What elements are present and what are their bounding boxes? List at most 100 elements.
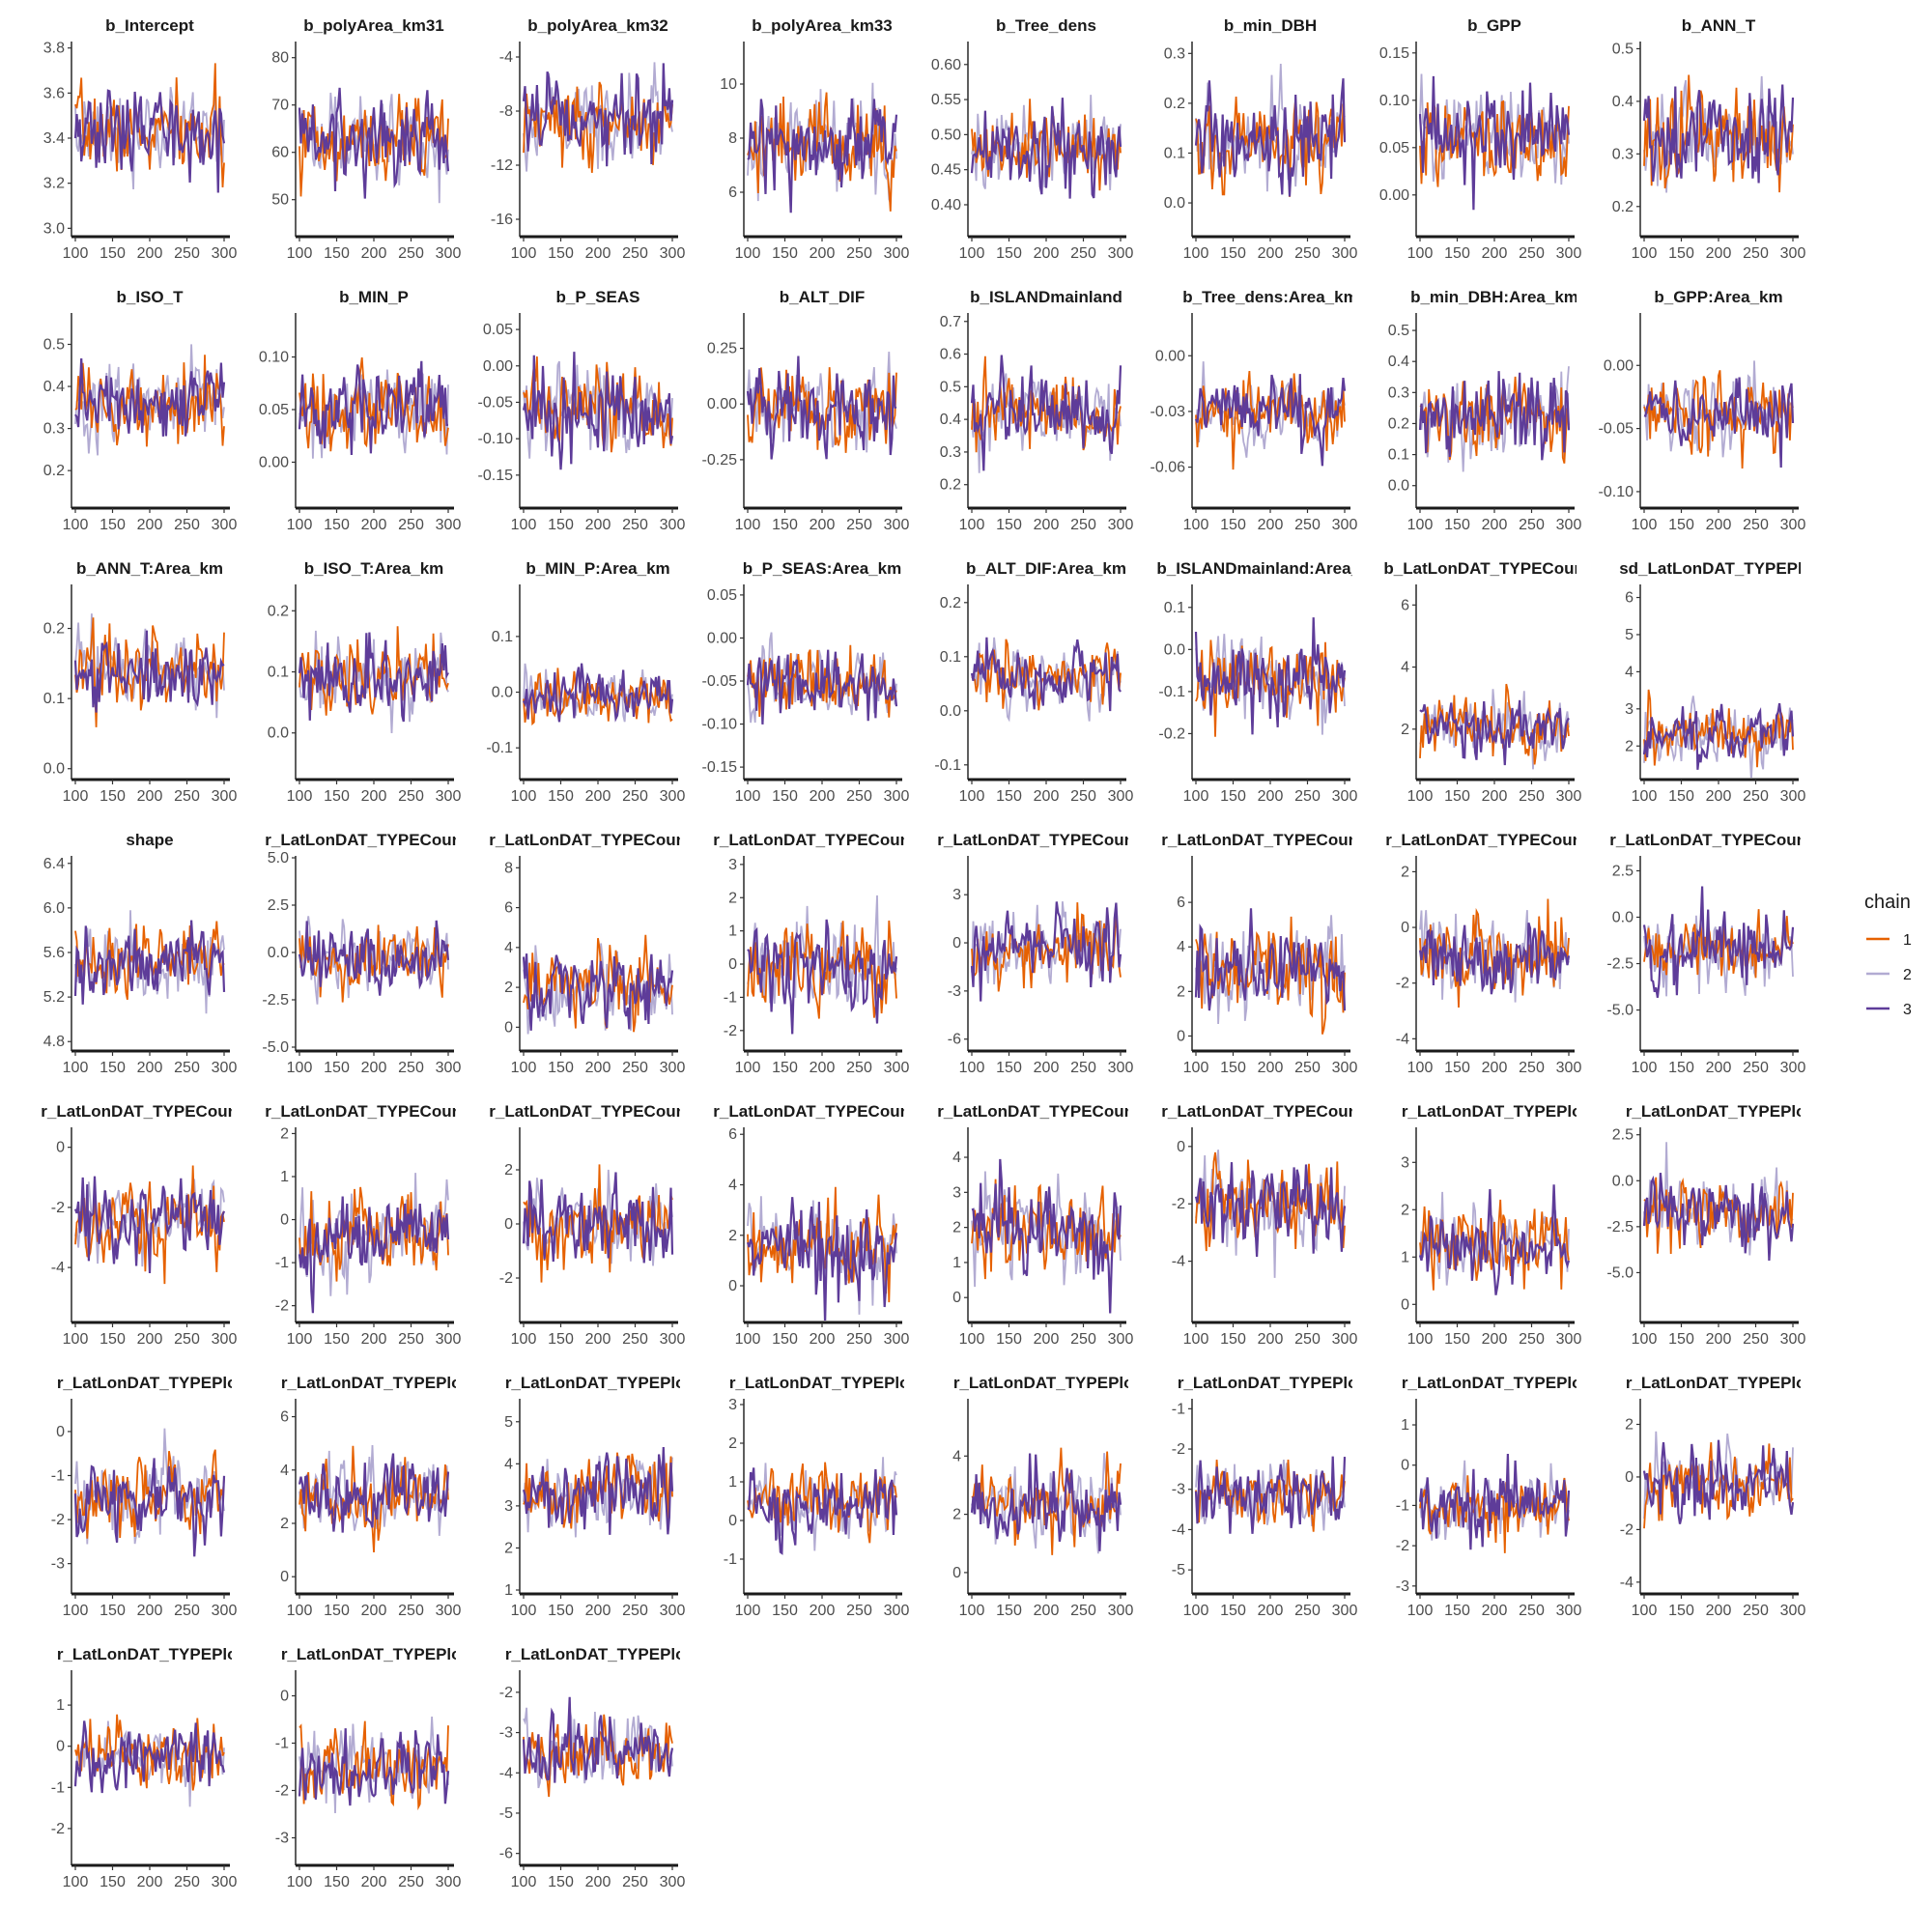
chain-3-trace [298,360,449,456]
x-tick-label: 300 [660,788,686,805]
y-tick-label: 3 [1625,701,1634,718]
x-tick-label: 200 [585,1060,611,1076]
trace-panel: b_LatLonDAT_TYPECountry 2 4 6 100 150 200 250 30… [1383,559,1581,805]
x-tick-label: 100 [63,517,89,533]
chain-3-trace [746,649,898,724]
panel-title: r_LatLonDAT_TYPEPlot [729,1374,916,1392]
panel-title: b_GPP:Area_km [1654,288,1782,306]
x-tick-label: 250 [174,1060,200,1076]
y-tick-label: 3 [504,1498,513,1515]
y-tick-label: 0.0 [1164,641,1185,658]
x-tick-label: 250 [398,1060,424,1076]
y-tick-label: 0.0 [1612,1173,1634,1189]
chain-3-trace [73,1176,226,1274]
y-tick-label: -3 [275,1831,289,1847]
x-tick-label: 150 [324,788,350,805]
trace-panel: b_ANN_T 0.2 0.3 0.4 0.5 100 150 200 250 300 [1612,16,1806,262]
chain-3-trace [1418,75,1571,211]
y-tick-label: 6 [1625,590,1634,607]
y-tick-label: -3 [51,1556,65,1573]
x-tick-label: 100 [1183,517,1209,533]
y-tick-label: 0.10 [259,350,289,366]
x-tick-label: 150 [1668,1060,1694,1076]
x-tick-label: 250 [174,245,200,262]
y-tick-label: -0.1 [486,740,513,756]
panel-title: r_LatLonDAT_TYPECountry [1161,1102,1379,1121]
x-tick-label: 100 [1407,245,1434,262]
x-tick-label: 150 [772,245,798,262]
y-tick-label: -5.0 [1606,1003,1634,1019]
chain-1-trace [298,1720,449,1811]
y-tick-label: -2 [1620,1521,1634,1538]
trace-lines [1642,1142,1795,1261]
x-tick-label: 100 [735,245,761,262]
y-tick-label: 0.10 [1379,93,1409,109]
trace-lines [298,1173,450,1314]
y-tick-label: 0.00 [1379,187,1409,204]
x-tick-label: 250 [398,1874,424,1890]
y-tick-label: 0.15 [1379,45,1409,62]
x-tick-label: 250 [1294,1603,1321,1619]
chain-3-trace [522,1696,674,1783]
x-tick-label: 150 [772,1331,798,1348]
x-tick-label: 200 [1706,788,1732,805]
x-tick-label: 100 [511,245,537,262]
trace-lines [522,352,674,470]
trace-panel: r_LatLonDAT_TYPECountry -6 -3 0 3 100 150 200 25… [937,831,1133,1076]
chain-3-trace [1418,371,1571,461]
x-tick-label: 150 [99,1603,126,1619]
y-tick-label: 2 [280,1125,289,1142]
y-tick-label: -3 [948,983,961,1000]
y-tick-label: 0 [1177,1139,1185,1155]
y-tick-label: 0.1 [43,691,65,707]
trace-lines [298,87,450,204]
x-tick-label: 150 [99,788,126,805]
y-tick-label: 0.00 [1604,357,1634,374]
panel-title: r_LatLonDAT_TYPEPlot [1402,1102,1588,1121]
x-tick-label: 300 [1332,245,1358,262]
y-tick-label: 1 [504,1582,513,1599]
trace-panel: r_LatLonDAT_TYPECountry -2 -1 0 1 2 100 150 200 2… [265,1102,462,1348]
legend-title: chain [1864,892,1911,913]
chain-2-trace [1643,1431,1794,1520]
panel-title: r_LatLonDAT_TYPEPlot [1402,1374,1588,1392]
chain-1-trace [971,1447,1122,1555]
x-tick-label: 300 [436,1331,462,1348]
x-tick-label: 100 [287,1060,313,1076]
y-tick-label: 0.2 [43,463,65,479]
trace-lines [1194,1150,1347,1278]
x-tick-label: 150 [324,1331,350,1348]
x-tick-label: 300 [1332,1603,1358,1619]
y-tick-label: -3 [499,1725,513,1742]
x-tick-label: 300 [1108,1603,1134,1619]
x-tick-label: 250 [622,517,648,533]
y-tick-label: 2.5 [268,897,289,914]
x-tick-label: 250 [622,245,648,262]
x-tick-label: 100 [959,1603,985,1619]
panel-title: b_polyArea_km33 [752,16,893,35]
panel-title: b_MIN_P [339,288,409,306]
x-tick-label: 100 [63,1060,89,1076]
panel-title: r_LatLonDAT_TYPECountry [489,831,707,849]
y-tick-label: 2 [952,1507,961,1523]
chain-3-trace [1642,886,1795,998]
panel-title: b_ANN_T:Area_km [76,559,223,578]
chain-3-trace [298,632,449,723]
y-tick-label: 0.5 [1388,323,1409,339]
y-tick-label: 60 [271,145,289,161]
chain-3-trace [971,1158,1122,1314]
x-tick-label: 150 [996,1331,1022,1348]
x-tick-label: 150 [99,517,126,533]
panel-title: b_ISO_T:Area_km [304,559,444,578]
chain-3-trace [1642,1439,1795,1524]
trace-panel: b_ALT_DIF -0.25 0.00 0.25 100 150 200 250 300 [702,288,910,533]
y-tick-label: 1 [952,1255,961,1271]
x-tick-label: 150 [99,1060,126,1076]
y-tick-label: 3 [1401,1154,1409,1171]
x-tick-label: 200 [585,245,611,262]
trace-lines [1419,683,1570,770]
chain-3-trace [1642,84,1795,184]
x-tick-label: 300 [436,1874,462,1890]
x-tick-label: 250 [846,1331,872,1348]
trace-panel: b_Tree_dens:Area_km -0.06 -0.03 0.00 100 150 2… [1151,288,1358,533]
